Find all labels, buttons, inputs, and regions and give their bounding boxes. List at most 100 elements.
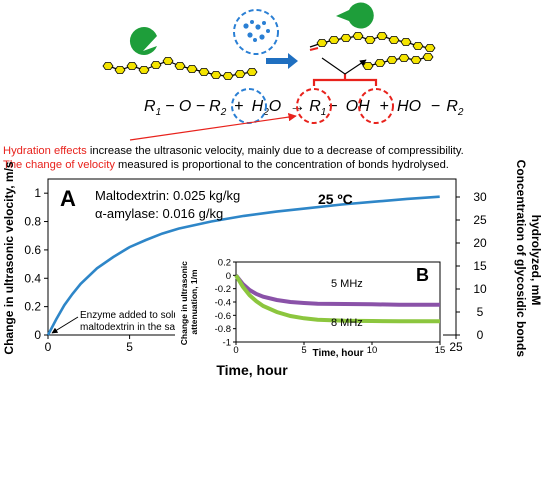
chart-b-y-axis-label: Change in ultrasonic attenuation, 1/m: [179, 259, 199, 345]
chart-a-annotation-amylase: α-amylase: 0.016 g/kg: [95, 206, 223, 221]
ho-highlight-circle: [358, 88, 394, 124]
chart-a-y2-tick-label: 20: [473, 236, 487, 250]
chart-b-y-ticks: 0.2 0 -0.2 -0.4 -0.6 -0.8 -1: [215, 258, 236, 349]
glucose-unit-icon: [246, 68, 258, 76]
chart-a-y2-label-line-2: hydrolyzed, mM: [529, 215, 543, 306]
enzyme-icon-left: [129, 27, 157, 56]
chart-a-x-axis-label: Time, hour: [216, 362, 288, 378]
chart-b-y-label-line-2: attenuation, 1/m: [189, 269, 199, 335]
glucose-unit-icon: [150, 61, 162, 69]
chart-b-x-tick-label: 15: [435, 345, 446, 356]
glucose-unit-icon: [198, 68, 210, 76]
eq-ho: HO: [397, 98, 421, 115]
chart-a-y-tick-label: 0.2: [24, 300, 41, 314]
chart-a-x-tick-label: 5: [126, 340, 133, 354]
eq-water-o: O: [269, 98, 281, 115]
chart-b-y-tick-label: -1: [223, 338, 231, 349]
chart-b-y-label-line-1: Change in ultrasonic: [179, 261, 189, 345]
glucose-unit-icon: [114, 66, 126, 74]
chart-b-y-tick-label: 0.2: [218, 258, 231, 269]
chart-a-y-ticks: 0 0.2 0.4 0.6 0.8 1: [24, 186, 48, 342]
chart-b-series-5mhz-label: 5 MHz: [331, 278, 363, 290]
glucose-unit-icon: [410, 56, 422, 64]
glucose-unit-icon: [126, 62, 138, 70]
eq-plus1: +: [234, 98, 243, 115]
explanation-2-text: measured is proportional to the concentr…: [115, 159, 449, 171]
glucose-unit-icon: [102, 62, 114, 70]
glucose-unit-icon: [388, 36, 400, 44]
chart-b-y-tick-label: 0: [226, 271, 231, 282]
glucose-unit-icon: [398, 54, 410, 62]
explanation-1-text: increase the ultrasonic velocity, mainly…: [87, 145, 464, 157]
eq-water-h: H: [252, 98, 264, 115]
chart-a-y2-ticks: 0 5 10 15 20 25 30: [456, 190, 487, 342]
glucose-unit-icon: [386, 56, 398, 64]
glucose-unit-icon: [364, 36, 376, 44]
chart-a-y2-tick-label: 15: [473, 259, 487, 273]
explanation-1-highlight: Hydration effects: [3, 145, 87, 157]
chart-b-inset: 0 5 10 15 0.2 0 -0.2 -0.4 -0.6 -0.8 -1 5 MHz 8 MH…: [175, 256, 445, 359]
chart-b-x-axis-label: Time, hour: [313, 348, 364, 359]
glucose-unit-icon: [422, 53, 434, 61]
glucose-unit-icon: [316, 39, 328, 47]
chart-a-callout-line-2: maltodextrin in the sample cell: [80, 322, 215, 333]
glucose-unit-icon: [138, 66, 150, 74]
chart-a-y2-tick-label: 0: [477, 328, 484, 342]
chart-b-x-tick-label: 10: [367, 345, 378, 356]
glucose-unit-icon: [412, 42, 424, 50]
chart-a-y2-tick-label: 30: [473, 190, 487, 204]
glucose-unit-icon: [362, 62, 374, 70]
chart-a-y-axis-label: Change in ultrasonic velocity, m/s: [2, 161, 16, 354]
glucose-unit-icon: [352, 32, 364, 40]
glucose-unit-icon: [210, 71, 222, 79]
eq-rhs-r1: R: [309, 98, 321, 115]
eq-dash1: −: [328, 98, 337, 115]
chart-a-x-tick-label: 0: [45, 340, 52, 354]
glucose-unit-icon: [340, 34, 352, 42]
chart-b-y-tick-label: -0.2: [215, 284, 231, 295]
chart-a-annotation-maltodextrin: Maltodextrin: 0.025 kg/kg: [95, 188, 240, 203]
glucose-unit-icon: [424, 44, 436, 52]
water-molecules-icon: [243, 20, 270, 42]
explanation-line-1: Hydration effects increase the ultrasoni…: [3, 145, 464, 157]
chart-b-y-tick-label: -0.4: [215, 298, 231, 309]
oh-highlight-circle: [296, 88, 332, 124]
eq-water-sub: 2: [262, 107, 269, 118]
cleavage-mark-icon: [309, 47, 319, 51]
chart-a-callout-line-1: Enzyme added to solution of: [80, 310, 206, 321]
glucose-unit-icon: [328, 36, 340, 44]
chart-b-series-8mhz-line: [234, 274, 440, 324]
hydration-pointer-arrow: [129, 112, 297, 141]
glucose-unit-icon: [376, 32, 388, 40]
chart-a-callout-arrow: [51, 316, 79, 334]
glucose-unit-icon: [186, 65, 198, 73]
chart-b-series-8mhz-label: 8 MHz: [331, 317, 363, 329]
chart-a-y-tick-label: 0: [34, 328, 41, 342]
eq-r1-sub: 1: [156, 107, 162, 118]
chart-a-x-tick-label: 25: [449, 340, 463, 354]
reaction-scheme: R1− O − R2 + H2O → R1− OH + HO − R2 Hydration effe…: [3, 2, 464, 171]
chart-a-callout: Enzyme added to solution of maltodextrin…: [80, 310, 215, 333]
eq-ether: − O −: [165, 98, 205, 115]
eq-plus2: +: [380, 98, 389, 115]
glucose-unit-icon: [162, 57, 174, 65]
chart-a-y-tick-label: 0.6: [24, 243, 41, 257]
chart-b-y-tick-label: -0.6: [215, 311, 231, 322]
hydrolysis-arrows: [321, 58, 366, 75]
chart-a-y2-axis-label: Concentration of glycosidic bonds hydrol…: [514, 160, 543, 361]
chart-a-y-tick-label: 1: [34, 186, 41, 200]
equation: R1− O − R2 + H2O → R1− OH + HO − R2: [144, 98, 464, 118]
eq-r1: R: [144, 98, 156, 115]
glucose-unit-icon: [400, 38, 412, 46]
glucose-unit-icon: [374, 59, 386, 67]
chart-a-y-tick-label: 0.4: [24, 271, 41, 285]
eq-r2-sub: 2: [220, 107, 227, 118]
chart-a-y-tick-label: 0.8: [24, 215, 41, 229]
chart-b-x-tick-label: 5: [301, 345, 306, 356]
eq-rhs-r1-sub: 1: [321, 107, 327, 118]
hydrolysis-bracket: [312, 74, 378, 86]
eq-oh: OH: [346, 98, 370, 115]
